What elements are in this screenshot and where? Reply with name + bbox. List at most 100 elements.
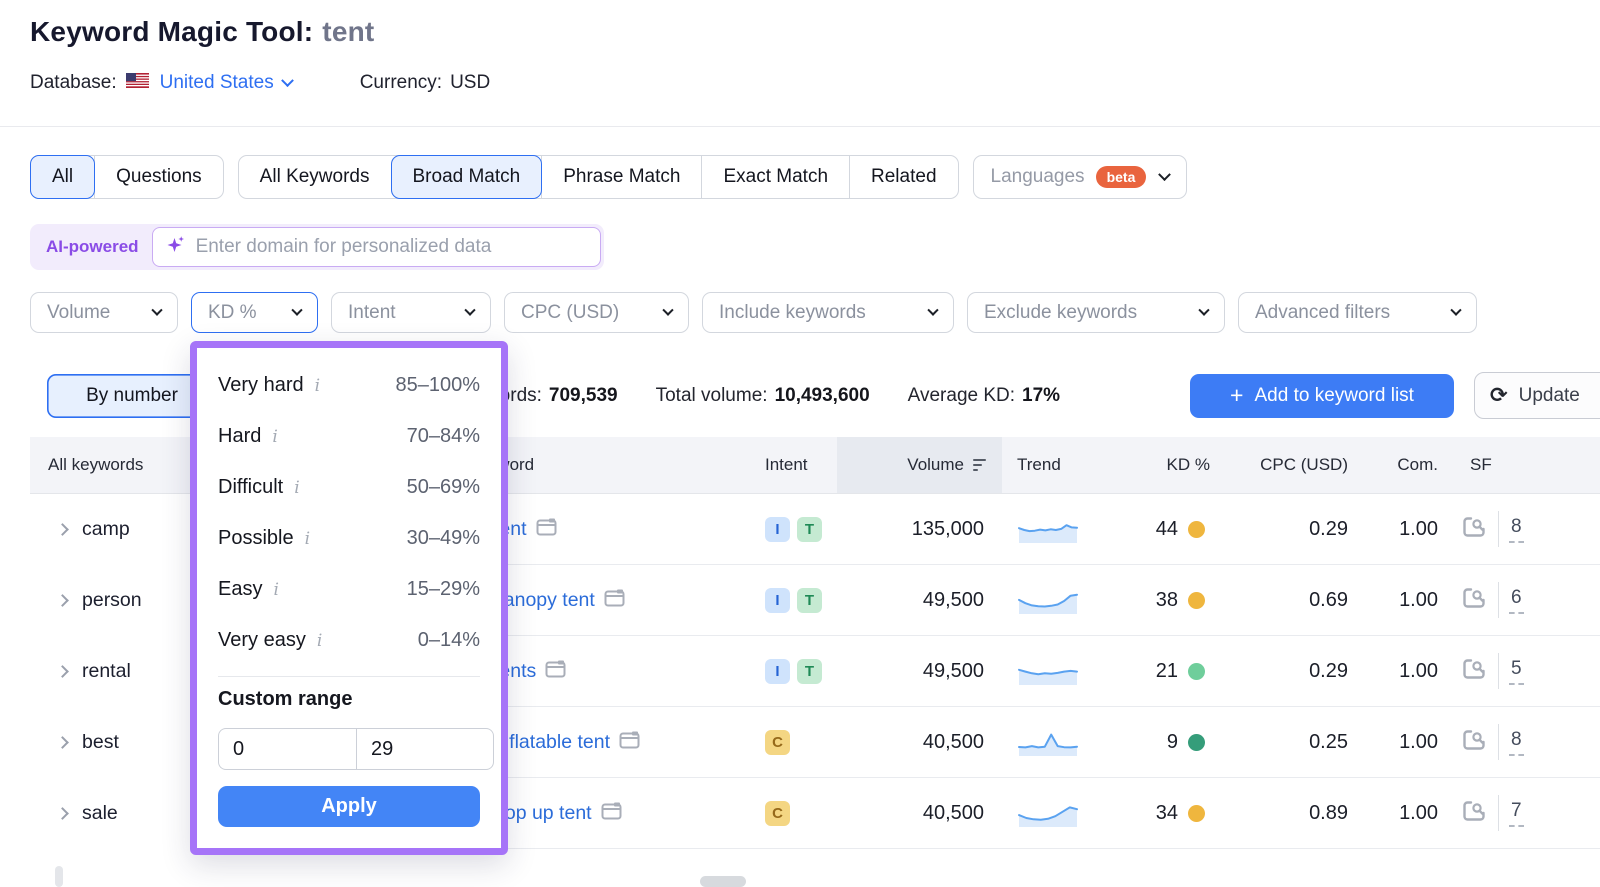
column-header-sf[interactable]: SF bbox=[1470, 455, 1492, 474]
kd-option-difficult[interactable]: Difficult i 50–69% bbox=[218, 476, 480, 498]
include-keywords-filter[interactable]: Include keywords bbox=[702, 292, 954, 333]
scrollbar-thumb-vertical[interactable] bbox=[55, 866, 63, 887]
intent-badge: T bbox=[797, 658, 822, 684]
cpc-filter[interactable]: CPC (USD) bbox=[504, 292, 689, 333]
tab-all-keywords[interactable]: All Keywords bbox=[259, 166, 370, 187]
chevron-down-icon bbox=[280, 73, 294, 87]
kd-indicator-dot bbox=[1188, 734, 1205, 751]
ai-powered-bar: AI-powered bbox=[30, 224, 604, 270]
serp-preview-icon[interactable] bbox=[545, 660, 566, 683]
tab-all[interactable]: All bbox=[29, 155, 96, 199]
com-value: 1.00 bbox=[1399, 517, 1438, 540]
by-number-toggle[interactable]: By number bbox=[47, 374, 217, 418]
serp-features-icon[interactable] bbox=[1462, 516, 1486, 543]
domain-input[interactable] bbox=[195, 236, 600, 258]
com-value: 1.00 bbox=[1399, 801, 1438, 824]
sf-count[interactable]: 6 bbox=[1509, 587, 1524, 614]
divider bbox=[1498, 582, 1499, 618]
match-segment: All Keywords Broad Match Phrase Match Ex… bbox=[237, 155, 959, 199]
sf-cell: 6 bbox=[1462, 565, 1524, 635]
com-value: 1.00 bbox=[1399, 588, 1438, 611]
sf-cell: 7 bbox=[1462, 778, 1524, 848]
tab-related[interactable]: Related bbox=[849, 156, 958, 198]
kd-filter[interactable]: KD % bbox=[191, 292, 318, 333]
kd-value: 9 bbox=[1166, 730, 1178, 753]
tab-exact-match[interactable]: Exact Match bbox=[701, 156, 849, 198]
kd-indicator-dot bbox=[1188, 592, 1205, 609]
languages-dropdown[interactable]: Languages beta bbox=[972, 155, 1188, 199]
group-item-best[interactable]: best bbox=[30, 707, 290, 778]
column-header-intent[interactable]: Intent bbox=[765, 455, 808, 474]
kd-option-very-easy[interactable]: Very easy i 0–14% bbox=[218, 629, 480, 651]
sf-count[interactable]: 5 bbox=[1509, 658, 1524, 685]
intent-badges: C bbox=[765, 778, 790, 848]
sf-count[interactable]: 8 bbox=[1509, 516, 1524, 543]
serp-preview-icon[interactable] bbox=[536, 518, 557, 541]
info-icon[interactable]: i bbox=[294, 477, 300, 498]
info-icon[interactable]: i bbox=[273, 579, 279, 600]
serp-features-icon[interactable] bbox=[1462, 587, 1486, 614]
serp-preview-icon[interactable] bbox=[604, 589, 625, 612]
trend-sparkline bbox=[1017, 636, 1079, 706]
volume-value: 135,000 bbox=[911, 517, 984, 540]
column-header-kd[interactable]: KD % bbox=[1166, 455, 1210, 474]
group-item-sale[interactable]: sale bbox=[30, 778, 290, 849]
cpc-value: 0.89 bbox=[1309, 801, 1348, 824]
intent-filter[interactable]: Intent bbox=[331, 292, 491, 333]
serp-preview-icon[interactable] bbox=[601, 802, 622, 825]
column-header-volume[interactable]: Volume bbox=[837, 437, 1002, 493]
intent-badge: C bbox=[765, 729, 790, 755]
kd-option-hard[interactable]: Hard i 70–84% bbox=[218, 425, 480, 447]
scrollbar-thumb-horizontal[interactable] bbox=[700, 876, 746, 887]
group-item-person[interactable]: person bbox=[30, 565, 290, 636]
page-title-text: Keyword Magic Tool: bbox=[30, 16, 314, 47]
sf-count[interactable]: 7 bbox=[1509, 800, 1524, 827]
table-row: inflatable tent C 40,500 9 0.25 1.00 8 bbox=[30, 707, 1600, 778]
ai-powered-badge: AI-powered bbox=[46, 237, 139, 256]
info-icon[interactable]: i bbox=[316, 630, 323, 651]
chevron-down-icon bbox=[927, 304, 939, 316]
serp-preview-icon[interactable] bbox=[619, 731, 640, 754]
serp-features-icon[interactable] bbox=[1462, 800, 1486, 827]
kd-option-very-hard[interactable]: Very hard i 85–100% bbox=[218, 374, 480, 396]
filters-row: Volume KD % Intent CPC (USD) Include key… bbox=[30, 292, 1477, 333]
chevron-down-icon bbox=[1198, 304, 1210, 316]
kd-option-possible[interactable]: Possible i 30–49% bbox=[218, 527, 480, 549]
domain-input-wrap bbox=[151, 227, 601, 267]
apply-button[interactable]: Apply bbox=[218, 786, 480, 827]
keyword-link[interactable]: pop up tent bbox=[494, 801, 592, 824]
update-button[interactable]: ⟳ Update bbox=[1474, 372, 1600, 419]
chevron-down-icon bbox=[291, 304, 303, 316]
kd-to-input[interactable] bbox=[356, 728, 494, 770]
volume-filter[interactable]: Volume bbox=[30, 292, 178, 333]
keyword-link[interactable]: inflatable tent bbox=[494, 730, 611, 753]
chevron-down-icon bbox=[151, 304, 163, 316]
tab-questions[interactable]: Questions bbox=[94, 156, 223, 198]
database-selector[interactable]: United States bbox=[125, 72, 294, 94]
advanced-filters[interactable]: Advanced filters bbox=[1238, 292, 1477, 333]
info-icon[interactable]: i bbox=[272, 426, 278, 447]
serp-features-icon[interactable] bbox=[1462, 729, 1486, 756]
com-value: 1.00 bbox=[1399, 659, 1438, 682]
tab-broad-match[interactable]: Broad Match bbox=[390, 155, 542, 199]
tab-phrase-match[interactable]: Phrase Match bbox=[541, 156, 701, 198]
serp-features-icon[interactable] bbox=[1462, 658, 1486, 685]
info-icon[interactable]: i bbox=[314, 375, 321, 396]
group-item-rental[interactable]: rental bbox=[30, 636, 290, 707]
info-icon[interactable]: i bbox=[304, 528, 311, 549]
sf-count[interactable]: 8 bbox=[1509, 729, 1524, 756]
group-item-camp[interactable]: camp bbox=[30, 494, 290, 565]
column-header-com[interactable]: Com. bbox=[1397, 455, 1438, 474]
divider bbox=[218, 676, 480, 677]
keyword-link[interactable]: canopy tent bbox=[494, 588, 595, 611]
exclude-keywords-filter[interactable]: Exclude keywords bbox=[967, 292, 1225, 333]
column-header-trend[interactable]: Trend bbox=[1017, 455, 1061, 474]
kd-option-easy[interactable]: Easy i 15–29% bbox=[218, 578, 480, 600]
add-to-keyword-list-button[interactable]: + Add to keyword list bbox=[1190, 374, 1454, 418]
kd-dropdown-panel: Very hard i 85–100% Hard i 70–84% Difficul… bbox=[190, 341, 508, 855]
column-header-cpc[interactable]: CPC (USD) bbox=[1260, 455, 1348, 474]
kd-indicator-dot bbox=[1188, 663, 1205, 680]
search-query: tent bbox=[322, 16, 375, 47]
kd-from-input[interactable] bbox=[218, 728, 356, 770]
